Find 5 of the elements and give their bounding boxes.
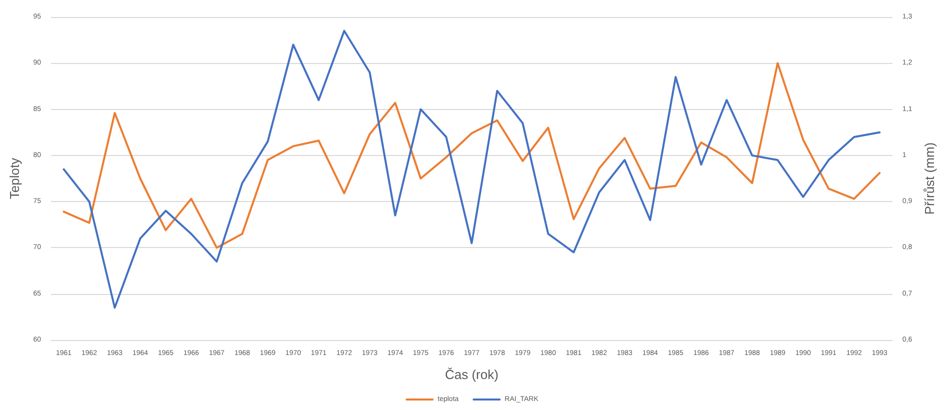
line-series [62,62,881,249]
y2-axis-title: Přírůst (mm) [922,142,937,215]
x-axis-title: Čas (rok) [444,367,498,382]
line-series [62,30,881,309]
y-axis-title: Teploty [7,157,22,200]
